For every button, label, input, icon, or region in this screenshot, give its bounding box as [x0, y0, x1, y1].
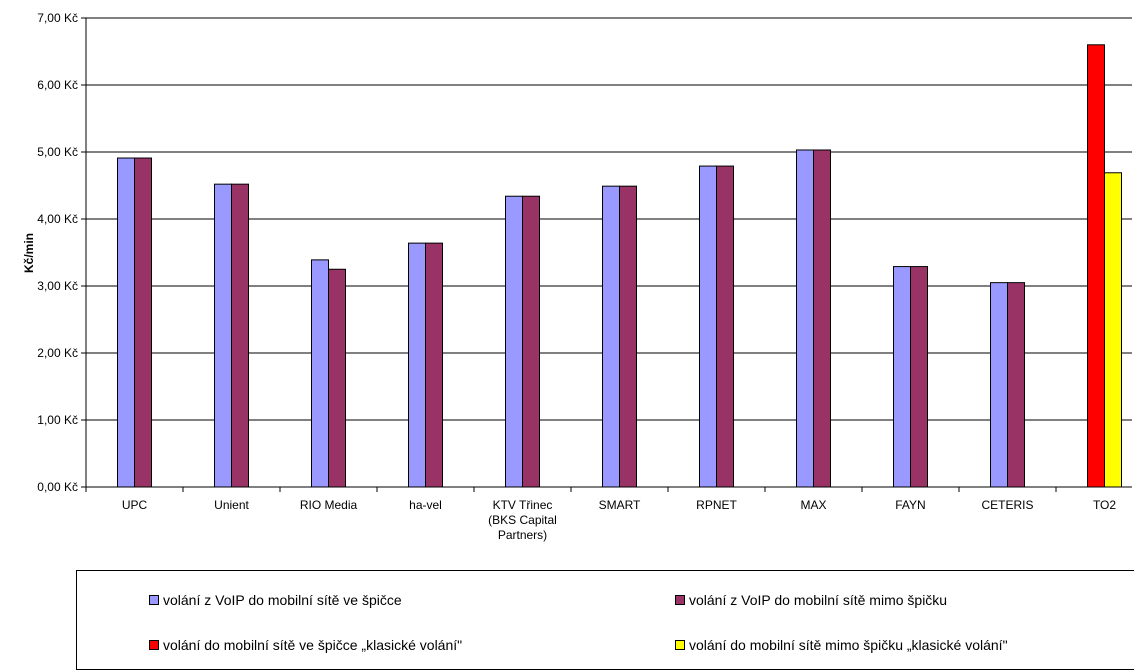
- legend-label-voip-offpeak: volání z VoIP do mobilní sítě mimo špičk…: [689, 592, 948, 608]
- bar: [231, 183, 249, 488]
- legend-swatch-classic-offpeak: [675, 640, 685, 650]
- legend-label-classic-peak: volání do mobilní sítě ve špičce „klasic…: [163, 637, 463, 653]
- y-axis-label: Kč/min: [22, 233, 36, 273]
- legend-item-classic-peak: volání do mobilní sítě ve špičce „klasic…: [149, 637, 462, 653]
- legend-item-voip-offpeak: volání z VoIP do mobilní sítě mimo špičk…: [675, 592, 947, 608]
- legend-item-voip-peak: volání z VoIP do mobilní sítě ve špičce: [149, 592, 402, 608]
- bar: [1104, 172, 1122, 488]
- y-tick-label: 1,00 Kč: [37, 413, 78, 427]
- legend-label-classic-offpeak: volání do mobilní sítě mimo špičku „klas…: [689, 637, 1008, 653]
- bar: [910, 266, 928, 488]
- axes: [81, 17, 1132, 492]
- bar: [214, 183, 232, 488]
- bar: [134, 157, 152, 488]
- x-tick-label: KTV Třinec (BKS Capital Partners): [488, 498, 557, 542]
- y-tick-label: 7,00 Kč: [37, 11, 78, 25]
- x-tick-label: RIO Media: [300, 498, 358, 512]
- bar: [1007, 282, 1025, 488]
- x-tick-label: FAYN: [895, 498, 925, 512]
- bar: [117, 157, 135, 488]
- x-tick-label: TO2: [1093, 498, 1116, 512]
- legend-item-classic-offpeak: volání do mobilní sítě mimo špičku „klas…: [675, 637, 1008, 653]
- y-tick-labels: 0,00 Kč 1,00 Kč 2,00 Kč 3,00 Kč 4,00 Kč 5,00 …: [37, 11, 78, 494]
- bar: [505, 195, 523, 488]
- x-tick-label: SMART: [599, 498, 641, 512]
- bar: [813, 149, 831, 488]
- bar: [425, 242, 443, 488]
- x-tick-label: CETERIS: [981, 498, 1033, 512]
- legend-swatch-voip-peak: [149, 595, 159, 605]
- x-tick-label: UPC: [122, 498, 148, 512]
- bar: [408, 242, 426, 488]
- bar: [522, 195, 540, 488]
- y-tick-label: 6,00 Kč: [37, 78, 78, 92]
- bar: [796, 149, 814, 488]
- legend-label-voip-peak: volání z VoIP do mobilní sítě ve špičce: [163, 592, 402, 608]
- x-tick-label: RPNET: [696, 498, 737, 512]
- bar: [602, 185, 620, 488]
- x-tick-label: Unient: [214, 498, 249, 512]
- bar: [990, 282, 1008, 488]
- bar: [311, 259, 329, 488]
- y-tick-label: 5,00 Kč: [37, 145, 78, 159]
- bar: [1087, 44, 1105, 488]
- bar: [699, 165, 717, 488]
- y-tick-label: 3,00 Kč: [37, 279, 78, 293]
- legend-swatch-classic-peak: [149, 640, 159, 650]
- bars: [117, 44, 1122, 488]
- y-tick-label: 0,00 Kč: [37, 480, 78, 494]
- y-tick-label: 2,00 Kč: [37, 346, 78, 360]
- legend: volání z VoIP do mobilní sítě ve špičce …: [76, 570, 1134, 670]
- bar-chart: 0,00 Kč 1,00 Kč 2,00 Kč 3,00 Kč 4,00 Kč 5,00 …: [22, 11, 1132, 542]
- legend-swatch-voip-offpeak: [675, 595, 685, 605]
- x-tick-labels: UPC Unient RIO Media ha-vel KTV Třinec (BKS C…: [122, 498, 1117, 542]
- bar: [328, 268, 346, 488]
- x-tick-label: MAX: [800, 498, 826, 512]
- bar: [893, 266, 911, 488]
- bar: [619, 185, 637, 488]
- x-tick-label: ha-vel: [409, 498, 442, 512]
- bar: [716, 165, 734, 488]
- y-tick-label: 4,00 Kč: [37, 212, 78, 226]
